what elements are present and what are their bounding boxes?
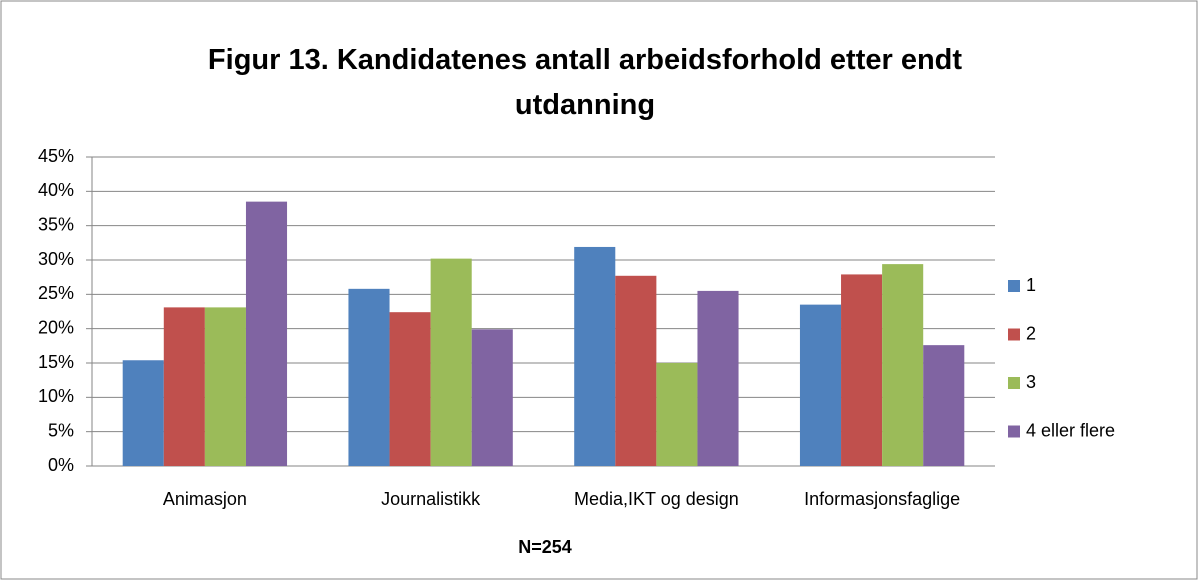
x-tick-label: Informasjonsfaglige: [804, 489, 960, 509]
x-tick-label: Journalistikk: [381, 489, 481, 509]
legend-label: 4 eller flere: [1026, 420, 1115, 440]
bar: [656, 363, 698, 466]
x-tick-label: Media,IKT og design: [574, 489, 739, 509]
bar: [615, 275, 657, 466]
bar: [163, 307, 205, 466]
y-tick-label: 40%: [38, 180, 74, 200]
bar: [430, 258, 472, 466]
bar: [245, 201, 288, 466]
legend-swatch: [1008, 425, 1020, 438]
bar: [841, 274, 883, 466]
legend-swatch: [1008, 280, 1020, 292]
y-tick-label: 25%: [38, 283, 74, 303]
y-tick-label: 15%: [38, 352, 74, 372]
legend-swatch: [1008, 328, 1020, 341]
bar: [574, 246, 616, 466]
bar: [122, 360, 164, 466]
bar: [923, 345, 965, 466]
y-tick-label: 5%: [48, 420, 74, 440]
bar: [204, 307, 246, 466]
y-tick-label: 30%: [38, 249, 74, 269]
legend-label: 2: [1026, 323, 1036, 343]
legend-swatch: [1008, 377, 1020, 389]
chart-title: Figur 13. Kandidatenes antall arbeidsfor…: [207, 44, 963, 121]
x-tick-label: Animasjon: [163, 489, 247, 509]
y-tick-label: 0%: [48, 455, 74, 475]
y-tick-label: 20%: [38, 317, 74, 337]
bar: [882, 264, 924, 466]
legend-label: 3: [1026, 372, 1036, 392]
y-tick-label: 10%: [38, 386, 74, 406]
bar: [799, 304, 842, 466]
bar: [389, 312, 431, 466]
y-tick-label: 35%: [38, 214, 74, 234]
bar: [697, 290, 739, 466]
bar: [471, 329, 513, 466]
y-tick-label: 45%: [38, 146, 74, 166]
bar: [348, 288, 390, 466]
annotation: N=254: [518, 537, 572, 557]
legend-label: 1: [1026, 275, 1036, 295]
